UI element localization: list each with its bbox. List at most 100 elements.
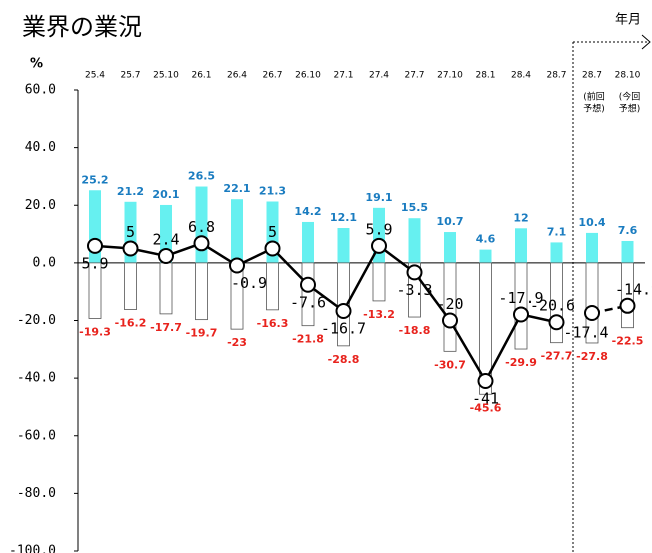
line-point <box>264 240 281 257</box>
bar-label: 12 <box>513 211 528 224</box>
forecast-note: 予想) <box>619 103 641 115</box>
bar-label: -29.9 <box>505 356 537 369</box>
bar-label: 14.2 <box>294 205 321 218</box>
line-label: 5 <box>268 223 277 241</box>
forecast-note: (前回 <box>583 91 605 103</box>
line-label: 5.9 <box>81 254 108 272</box>
line-label: -7.6 <box>290 293 326 311</box>
bar-label: 25.2 <box>81 173 108 186</box>
bar <box>302 221 314 263</box>
y-unit: % <box>30 57 43 72</box>
x-tick-label: 26.1 <box>191 71 211 81</box>
y-tick-label: 60.0 <box>25 83 56 98</box>
y-tick-label: -80.0 <box>17 486 56 501</box>
line-point <box>477 373 494 390</box>
bar <box>621 240 634 263</box>
bar <box>372 262 386 302</box>
bar <box>585 262 599 344</box>
line-point <box>158 247 174 264</box>
bar-label: -21.8 <box>292 333 324 346</box>
bar-label: 20.1 <box>152 188 179 201</box>
y-tick-label: -20.0 <box>17 313 56 328</box>
x-tick-label: 27.7 <box>404 71 424 81</box>
x-tick-label: 28.7 <box>582 71 602 81</box>
bar <box>266 262 279 311</box>
line-label: -16.7 <box>321 319 366 337</box>
bar <box>514 262 528 350</box>
x-tick-label: 25.7 <box>120 71 140 81</box>
bar-label: -45.6 <box>470 401 502 414</box>
y-tick-label: 40.0 <box>25 140 56 155</box>
bar-label: -22.5 <box>612 335 644 348</box>
line-point <box>406 264 423 281</box>
line-point <box>122 240 139 257</box>
line-label: -20.6 <box>530 297 575 315</box>
y-tick-label: -40.0 <box>17 371 56 386</box>
line-label: -17.4 <box>563 324 608 342</box>
bar-label: 10.4 <box>578 216 605 229</box>
bar-label: -19.3 <box>79 325 111 338</box>
bar <box>159 262 173 315</box>
y-tick-label: 20.0 <box>25 198 56 213</box>
line-label: 5.9 <box>365 220 392 238</box>
x-tick-label: 28.7 <box>546 71 566 81</box>
x-tick-label: 28.1 <box>475 71 495 81</box>
x-tick-label: 27.4 <box>369 71 389 81</box>
line-point <box>335 302 352 319</box>
bar <box>444 232 456 263</box>
bar-label: -23 <box>227 336 247 349</box>
bar-label: 12.1 <box>330 211 357 224</box>
bar-label: -13.2 <box>363 308 395 321</box>
bar <box>550 242 563 263</box>
x-tick-label: 26.7 <box>262 71 282 81</box>
bar <box>160 204 172 263</box>
bar-label: 4.6 <box>476 233 496 246</box>
line-label: -20 <box>436 295 463 313</box>
bar-label: 22.1 <box>223 182 250 195</box>
bar <box>195 262 208 321</box>
bar <box>479 249 492 263</box>
line-point <box>548 314 565 331</box>
x-tick-label: 26.4 <box>227 71 247 81</box>
bar-label: -17.7 <box>150 321 182 334</box>
x-tick-label: 28.4 <box>511 71 531 81</box>
x-label: 年月 <box>615 13 641 28</box>
bar-label: -19.7 <box>186 327 218 340</box>
line-label: -41 <box>472 390 499 408</box>
line-label: 6.8 <box>188 218 215 236</box>
bar <box>515 228 527 263</box>
bar <box>586 232 598 263</box>
bar-label: 21.3 <box>259 185 286 198</box>
bar <box>479 262 492 395</box>
bar-label: 21.2 <box>117 185 144 198</box>
y-tick-label: -60.0 <box>17 428 56 443</box>
x-tick-label: 27.1 <box>333 71 353 81</box>
bar-label: 10.7 <box>436 215 463 228</box>
line-label: -3.3 <box>396 281 432 299</box>
chart-title: 業界の業況 <box>22 13 142 41</box>
y-tick-label: -100.0 <box>9 544 56 553</box>
bar-label: 7.6 <box>618 224 638 237</box>
line-point <box>584 305 600 322</box>
bar-label: -16.3 <box>257 317 289 330</box>
bar-label: -28.8 <box>328 353 360 366</box>
bar-label: -27.8 <box>576 350 608 363</box>
forecast-arrow <box>641 34 651 50</box>
line-point <box>300 276 316 293</box>
line-point <box>619 297 636 314</box>
line-point <box>513 306 529 323</box>
bar-label: -30.7 <box>434 358 466 371</box>
forecast-note: 予想) <box>583 103 605 115</box>
bar <box>124 262 137 310</box>
line-point <box>371 237 387 254</box>
x-tick-label: 28.10 <box>615 71 641 81</box>
line-label: -14.9 <box>615 280 652 298</box>
y-tick-label: 0.0 <box>33 255 56 270</box>
bar-label: -16.2 <box>115 317 147 330</box>
bar <box>88 262 102 319</box>
line-label: -17.9 <box>498 289 543 307</box>
bar-label: -18.8 <box>399 324 431 337</box>
bar-label: 15.5 <box>401 201 428 214</box>
bar <box>231 199 243 263</box>
line-label: -0.9 <box>231 274 267 292</box>
